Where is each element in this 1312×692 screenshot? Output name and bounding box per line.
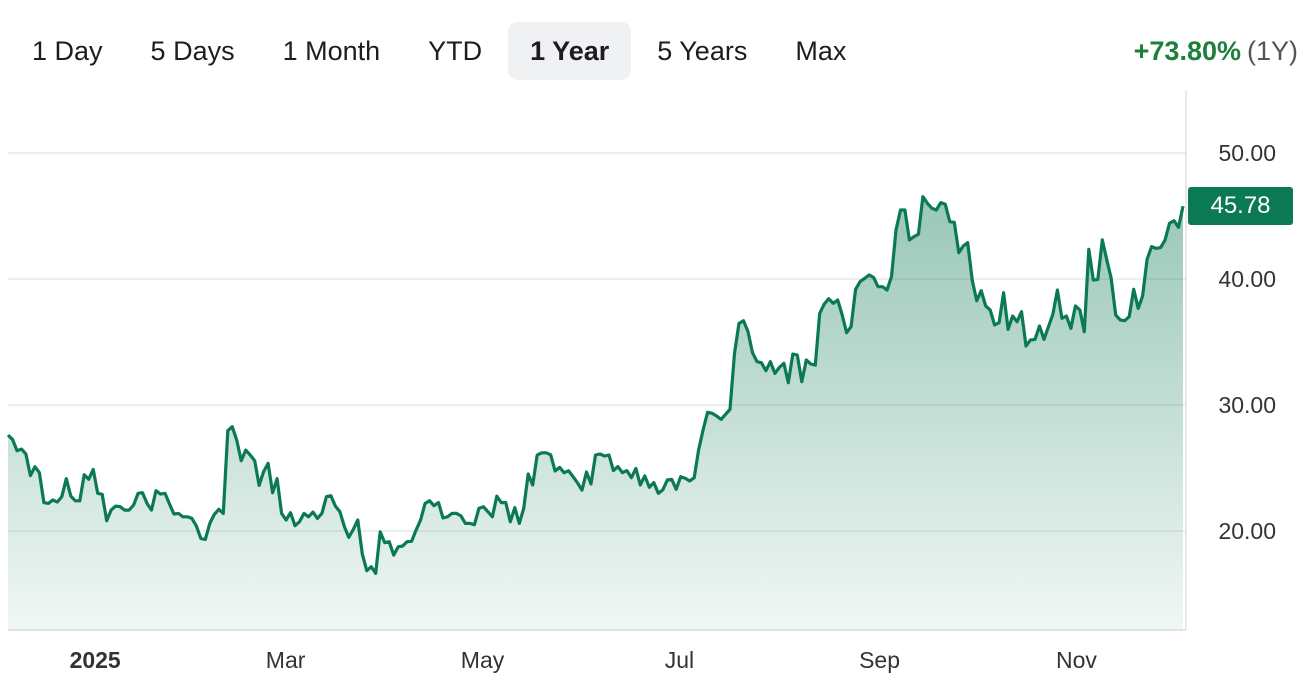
y-tick-label: 20.00 — [1218, 518, 1276, 544]
range-1-day[interactable]: 1 Day — [32, 36, 103, 66]
last-price-tag: 45.78 — [1188, 187, 1293, 226]
range-selector: 1 Day 5 Days 1 Month YTD 1 Year 5 Years … — [10, 22, 872, 80]
y-tick-label: 40.00 — [1218, 266, 1276, 292]
range-max[interactable]: Max — [795, 36, 847, 66]
range-ytd[interactable]: YTD — [428, 36, 483, 66]
x-tick-label: Mar — [266, 647, 306, 673]
x-tick-label: Nov — [1056, 647, 1097, 673]
period-change: +73.80% (1Y) — [1134, 36, 1298, 67]
x-tick-label: 2025 — [70, 647, 121, 673]
price-area-fill — [8, 196, 1183, 630]
range-5-days[interactable]: 5 Days — [150, 36, 235, 66]
x-tick-label: Jul — [665, 647, 694, 673]
y-tick-label: 30.00 — [1218, 392, 1276, 418]
x-tick-label: May — [461, 647, 505, 673]
range-1-year[interactable]: 1 Year — [508, 22, 632, 80]
change-period: (1Y) — [1246, 36, 1298, 66]
x-tick-label: Sep — [859, 647, 900, 673]
range-1-month[interactable]: 1 Month — [282, 36, 381, 66]
range-5-years[interactable]: 5 Years — [657, 36, 748, 66]
change-percent: +73.80% — [1133, 36, 1241, 66]
price-line — [6, 195, 1185, 575]
y-tick-label: 50.00 — [1218, 140, 1276, 166]
